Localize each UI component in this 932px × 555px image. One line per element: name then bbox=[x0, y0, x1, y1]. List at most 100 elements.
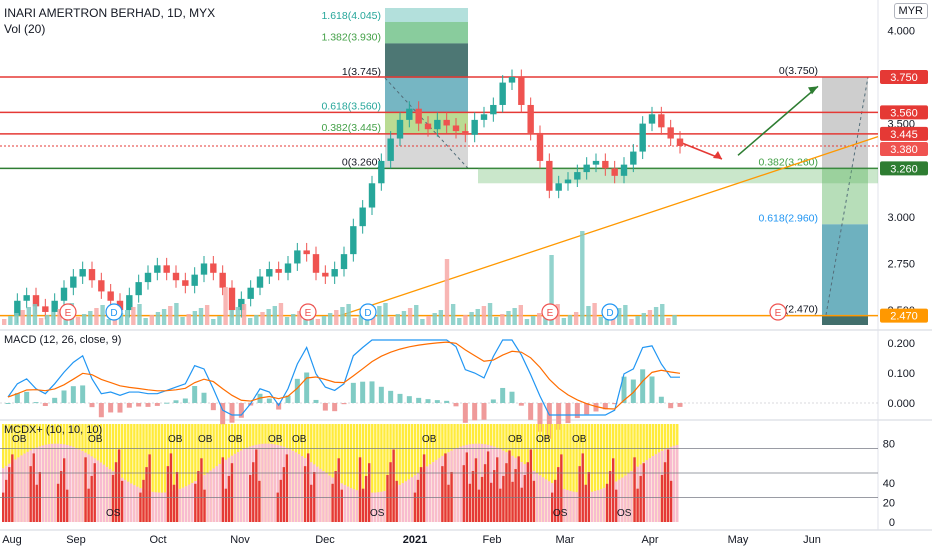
support-zone bbox=[478, 168, 878, 184]
volume-bar bbox=[475, 309, 480, 325]
mcdx-pink-bar bbox=[547, 481, 551, 522]
event-marker-circle-4 bbox=[541, 303, 559, 321]
mcdx-pink-bar bbox=[621, 477, 624, 522]
volume-bar bbox=[598, 317, 603, 325]
volume-bar bbox=[438, 310, 444, 325]
mcdx-pink-bar bbox=[599, 489, 603, 522]
mcdx-red-bar bbox=[496, 457, 499, 522]
candle-body bbox=[116, 300, 124, 311]
volume-bar bbox=[487, 303, 493, 325]
mcdx-red-bar bbox=[169, 453, 173, 522]
price-badge-4: 3.260 bbox=[890, 163, 918, 175]
candle-body bbox=[163, 265, 170, 273]
candle-body bbox=[564, 179, 572, 184]
macd-histogram-bar bbox=[490, 399, 496, 403]
mcdx-pink-bar bbox=[380, 491, 383, 522]
mcdx-red-bar bbox=[511, 481, 514, 522]
mcdx-pink-bar bbox=[273, 444, 276, 522]
fib-left-label-1: 1.382(3.930) bbox=[321, 31, 381, 43]
mcdx-pink-bar bbox=[188, 484, 191, 522]
mcdx-red-bar bbox=[493, 470, 496, 522]
fib-left-label-5: 0(3.260) bbox=[342, 156, 381, 168]
volume-bar bbox=[192, 311, 198, 325]
mcdx-tag-2: OB bbox=[168, 434, 183, 445]
macd-histogram-bar bbox=[98, 403, 104, 418]
macd-histogram-bar bbox=[80, 385, 86, 403]
mcdx-pink-bar bbox=[261, 443, 264, 522]
event-marker-5: D bbox=[606, 308, 613, 319]
mcdx-red-bar bbox=[194, 483, 197, 522]
mcdx-pink-bar bbox=[343, 484, 346, 522]
macd-histogram-bar bbox=[388, 390, 394, 403]
mcdx-pink-bar bbox=[371, 492, 374, 522]
mcdx-red-bar bbox=[612, 458, 615, 522]
candle-body bbox=[574, 172, 581, 180]
macd-histogram-bar bbox=[621, 376, 627, 403]
candle-body bbox=[676, 138, 684, 146]
mcdx-pink-bar bbox=[407, 479, 411, 522]
macd-histogram-bar bbox=[5, 403, 11, 404]
mcdx-red-bar bbox=[477, 489, 481, 522]
macd-histogram-bar bbox=[658, 396, 664, 403]
mcdx-pink-bar bbox=[456, 447, 459, 522]
candle-body bbox=[182, 280, 189, 286]
mcdx-pink-bar bbox=[429, 464, 432, 522]
volume-bar bbox=[573, 312, 579, 325]
event-marker-4: E bbox=[547, 308, 554, 319]
mcdx-tag-13: OS bbox=[553, 508, 568, 519]
currency-badge[interactable]: MYR bbox=[893, 3, 928, 19]
candle-body bbox=[144, 272, 152, 283]
macd-histogram-bar bbox=[117, 403, 123, 413]
mcdx-red-bar bbox=[307, 453, 310, 522]
mcdx-tag-5: OB bbox=[268, 434, 283, 445]
volume-bar bbox=[586, 306, 591, 325]
volume-bar bbox=[592, 303, 597, 325]
price-tick-5: 2.750 bbox=[887, 258, 915, 270]
macd-histogram-bar bbox=[229, 403, 235, 423]
mcdx-pink-bar bbox=[215, 466, 218, 522]
macd-histogram-bar bbox=[472, 403, 478, 421]
mcdx-pink-bar bbox=[178, 488, 182, 522]
volume-bar bbox=[561, 318, 567, 325]
candle-body bbox=[378, 160, 385, 184]
volume-bar bbox=[8, 316, 13, 325]
mcdx-red-bar bbox=[608, 471, 612, 522]
mcdx-red-bar bbox=[416, 479, 420, 522]
mcdx-tick-1: 40 bbox=[883, 478, 895, 490]
mcdx-red-bar bbox=[666, 449, 670, 522]
price-badge-bg-2 bbox=[880, 126, 928, 141]
volume-bar bbox=[389, 317, 394, 325]
macd-histogram-bar bbox=[668, 403, 674, 409]
x-axis-label-3: Nov bbox=[230, 534, 250, 546]
mcdx-pink-bar bbox=[124, 479, 127, 522]
mcdx-red-bar bbox=[334, 471, 337, 522]
mcdx-red-bar bbox=[517, 456, 520, 522]
volume-bar bbox=[444, 259, 450, 325]
volume-bar bbox=[580, 231, 585, 325]
volume-bar bbox=[506, 311, 511, 325]
event-marker-circle-5 bbox=[601, 303, 619, 321]
mcdx-pink-bar bbox=[590, 491, 594, 522]
macd-histogram-bar bbox=[285, 395, 291, 403]
volume-bar bbox=[537, 313, 542, 325]
mcdx-pink-bar bbox=[322, 471, 325, 522]
macd-histogram-bar bbox=[434, 400, 440, 403]
macd-histogram-bar bbox=[238, 403, 244, 418]
mcdx-pink-bar bbox=[41, 445, 45, 522]
mcdx-pink-bar bbox=[438, 457, 441, 522]
volume-bar bbox=[666, 318, 671, 325]
mcdx-pink-bar bbox=[105, 466, 109, 522]
volume-bar bbox=[327, 313, 333, 325]
fib-right-diagonal bbox=[825, 76, 869, 316]
volume-bar bbox=[155, 312, 161, 325]
fib-left-zone-2 bbox=[385, 21, 468, 44]
mcdx-pink-bar bbox=[477, 443, 481, 522]
event-marker-6: E bbox=[775, 308, 782, 319]
volume-bar bbox=[254, 315, 259, 325]
price-badge-1: 3.560 bbox=[890, 107, 918, 119]
macd-histogram-bar bbox=[61, 390, 67, 403]
volume-bar bbox=[549, 255, 554, 325]
volume-bar bbox=[500, 314, 505, 325]
